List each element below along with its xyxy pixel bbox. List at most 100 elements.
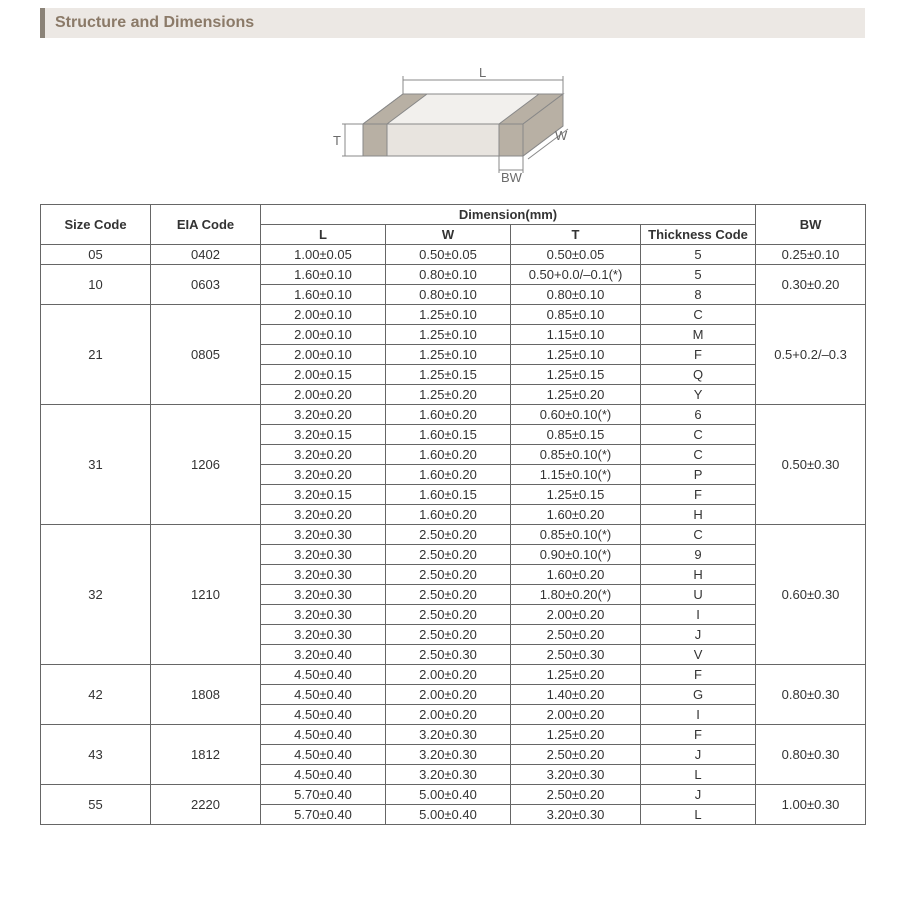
cell-tc: L: [641, 765, 756, 785]
cell-l: 2.00±0.20: [261, 385, 386, 405]
cell-l: 1.60±0.10: [261, 265, 386, 285]
cell-tc: V: [641, 645, 756, 665]
cell-size: 32: [41, 525, 151, 665]
cell-size: 21: [41, 305, 151, 405]
cell-t: 0.90±0.10(*): [511, 545, 641, 565]
cell-w: 2.50±0.20: [386, 605, 511, 625]
cell-tc: 5: [641, 245, 756, 265]
cell-tc: 8: [641, 285, 756, 305]
cell-tc: I: [641, 605, 756, 625]
cell-w: 2.50±0.30: [386, 645, 511, 665]
cell-l: 2.00±0.10: [261, 345, 386, 365]
cell-l: 3.20±0.20: [261, 465, 386, 485]
table-row: 4218084.50±0.402.00±0.201.25±0.20F0.80±0…: [41, 665, 866, 685]
cell-tc: Q: [641, 365, 756, 385]
cell-w: 2.50±0.20: [386, 565, 511, 585]
table-row: 0504021.00±0.050.50±0.050.50±0.0550.25±0…: [41, 245, 866, 265]
cell-l: 3.20±0.20: [261, 505, 386, 525]
cell-w: 1.60±0.15: [386, 485, 511, 505]
cell-w: 1.25±0.10: [386, 345, 511, 365]
cell-l: 3.20±0.30: [261, 565, 386, 585]
col-bw: BW: [756, 205, 866, 245]
cell-w: 2.00±0.20: [386, 705, 511, 725]
cell-w: 1.25±0.15: [386, 365, 511, 385]
cell-t: 1.25±0.15: [511, 485, 641, 505]
cell-w: 0.50±0.05: [386, 245, 511, 265]
cell-tc: H: [641, 565, 756, 585]
cell-tc: C: [641, 305, 756, 325]
cell-tc: I: [641, 705, 756, 725]
cell-tc: 5: [641, 265, 756, 285]
col-eia: EIA Code: [151, 205, 261, 245]
cell-l: 4.50±0.40: [261, 705, 386, 725]
cell-t: 2.00±0.20: [511, 705, 641, 725]
cell-eia: 1206: [151, 405, 261, 525]
cell-l: 3.20±0.15: [261, 425, 386, 445]
table-row: 3112063.20±0.201.60±0.200.60±0.10(*)60.5…: [41, 405, 866, 425]
cell-l: 3.20±0.30: [261, 625, 386, 645]
cell-tc: F: [641, 485, 756, 505]
cell-t: 1.25±0.15: [511, 365, 641, 385]
cell-l: 3.20±0.30: [261, 585, 386, 605]
cell-t: 0.85±0.10: [511, 305, 641, 325]
cell-tc: 9: [641, 545, 756, 565]
cell-w: 1.60±0.20: [386, 505, 511, 525]
cell-l: 1.60±0.10: [261, 285, 386, 305]
cell-w: 5.00±0.40: [386, 805, 511, 825]
cell-tc: P: [641, 465, 756, 485]
cell-w: 1.25±0.10: [386, 325, 511, 345]
cell-size: 55: [41, 785, 151, 825]
cell-bw: 0.80±0.30: [756, 665, 866, 725]
cell-t: 2.00±0.20: [511, 605, 641, 625]
cell-bw: 0.25±0.10: [756, 245, 866, 265]
cell-tc: C: [641, 525, 756, 545]
cell-eia: 0603: [151, 265, 261, 305]
cell-t: 1.15±0.10: [511, 325, 641, 345]
cell-t: 1.25±0.20: [511, 665, 641, 685]
cell-size: 10: [41, 265, 151, 305]
cell-l: 4.50±0.40: [261, 765, 386, 785]
cell-w: 2.50±0.20: [386, 545, 511, 565]
cell-l: 2.00±0.10: [261, 305, 386, 325]
cell-t: 2.50±0.20: [511, 785, 641, 805]
col-t: T: [511, 225, 641, 245]
cell-w: 0.80±0.10: [386, 285, 511, 305]
table-row: 3212103.20±0.302.50±0.200.85±0.10(*)C0.6…: [41, 525, 866, 545]
cell-w: 1.60±0.20: [386, 445, 511, 465]
cell-l: 3.20±0.15: [261, 485, 386, 505]
col-tc: Thickness Code: [641, 225, 756, 245]
cell-w: 2.50±0.20: [386, 525, 511, 545]
cell-l: 3.20±0.20: [261, 445, 386, 465]
cell-size: 05: [41, 245, 151, 265]
cell-l: 3.20±0.20: [261, 405, 386, 425]
cell-l: 4.50±0.40: [261, 725, 386, 745]
cell-tc: J: [641, 745, 756, 765]
cell-eia: 2220: [151, 785, 261, 825]
cell-size: 42: [41, 665, 151, 725]
cell-eia: 0402: [151, 245, 261, 265]
cell-w: 3.20±0.30: [386, 745, 511, 765]
cell-t: 1.25±0.10: [511, 345, 641, 365]
cell-w: 1.60±0.20: [386, 465, 511, 485]
cell-t: 0.50+0.0/–0.1(*): [511, 265, 641, 285]
col-size: Size Code: [41, 205, 151, 245]
cell-l: 4.50±0.40: [261, 665, 386, 685]
cell-bw: 0.50±0.30: [756, 405, 866, 525]
cell-l: 1.00±0.05: [261, 245, 386, 265]
cell-t: 0.80±0.10: [511, 285, 641, 305]
cell-w: 0.80±0.10: [386, 265, 511, 285]
cell-tc: C: [641, 425, 756, 445]
cell-t: 0.50±0.05: [511, 245, 641, 265]
cell-t: 1.80±0.20(*): [511, 585, 641, 605]
dimensions-table: Size Code EIA Code Dimension(mm) BW L W …: [40, 204, 866, 825]
chip-diagram: LTWBW: [0, 46, 905, 194]
cell-l: 3.20±0.30: [261, 545, 386, 565]
cell-t: 0.85±0.10(*): [511, 445, 641, 465]
cell-t: 2.50±0.30: [511, 645, 641, 665]
cell-l: 4.50±0.40: [261, 745, 386, 765]
col-dimension: Dimension(mm): [261, 205, 756, 225]
cell-w: 2.50±0.20: [386, 625, 511, 645]
cell-tc: G: [641, 685, 756, 705]
table-row: 1006031.60±0.100.80±0.100.50+0.0/–0.1(*)…: [41, 265, 866, 285]
cell-l: 3.20±0.40: [261, 645, 386, 665]
